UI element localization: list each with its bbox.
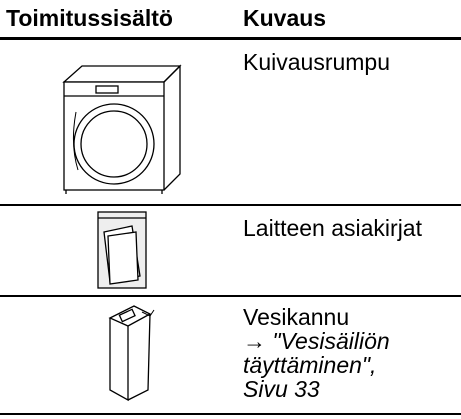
header-rule (0, 37, 461, 40)
header-cell: Toimitussisältö (6, 5, 173, 31)
row-rule (0, 295, 461, 297)
row-rule (0, 204, 461, 206)
reference: Sivu 33 (243, 376, 320, 402)
header-cell: Kuvaus (243, 5, 327, 31)
reference: → "Vesisäiliön (243, 328, 390, 354)
description: Laitteen asiakirjat (243, 215, 422, 241)
dryer-illustration (62, 64, 182, 194)
reference: täyttäminen", (243, 352, 377, 378)
water-tank-illustration (108, 305, 155, 402)
documents-illustration (97, 211, 147, 289)
row-rule (0, 413, 461, 415)
description: Vesikannu (243, 304, 350, 330)
description: Kuivausrumpu (243, 49, 391, 75)
